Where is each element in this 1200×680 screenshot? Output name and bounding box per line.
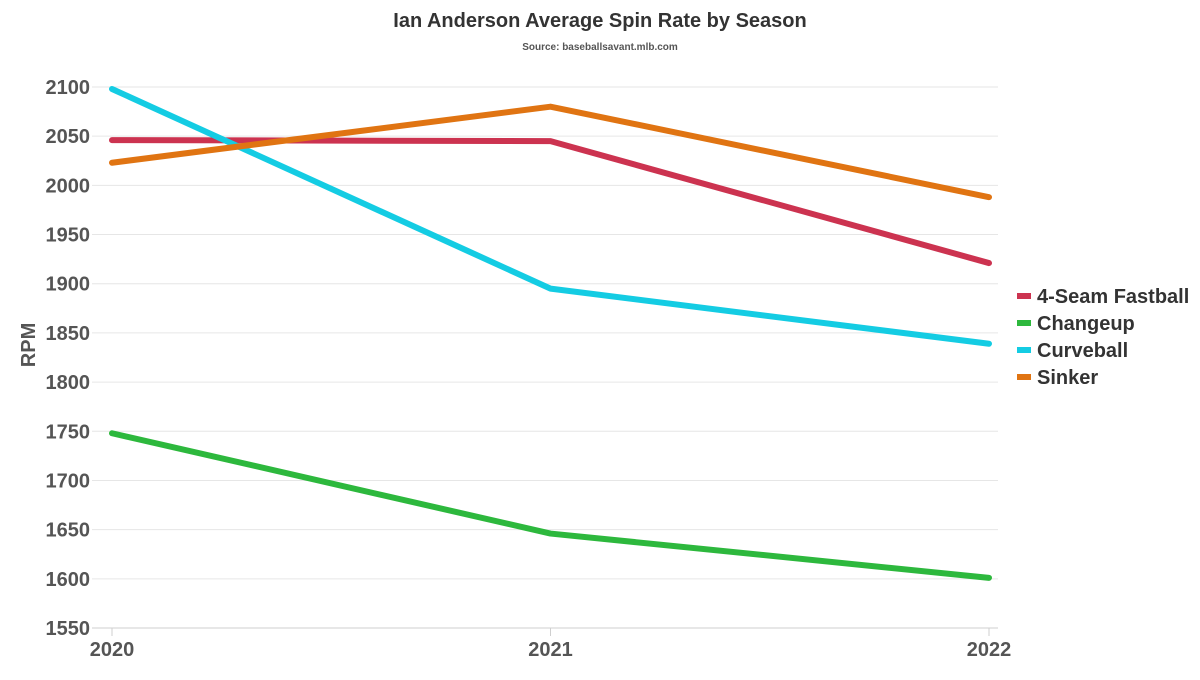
y-tick-label: 1750 bbox=[46, 421, 91, 443]
axes: 1550 1600 1650 1700 1750 1800 1850 1900 1950 2000… bbox=[46, 77, 1012, 661]
y-tick-label: 1700 bbox=[46, 470, 91, 492]
y-tick-label: 1900 bbox=[46, 274, 91, 296]
y-tick-label: 2100 bbox=[46, 77, 91, 99]
y-tick-label: 1550 bbox=[46, 618, 91, 640]
series-line-sinker bbox=[109, 103, 992, 201]
legend-label-curveball: Curveball bbox=[1037, 340, 1128, 362]
y-axis-title: RPM bbox=[18, 323, 40, 367]
legend-label-changeup: Changeup bbox=[1037, 313, 1135, 335]
series-line-4-seam-fastball bbox=[109, 137, 992, 267]
y-tick-label: 1850 bbox=[46, 323, 91, 345]
chart-title: Ian Anderson Average Spin Rate by Season bbox=[393, 10, 806, 32]
legend: 4-Seam Fastball Changeup Curveball Sinker bbox=[1017, 286, 1189, 389]
series-lines bbox=[109, 85, 992, 581]
x-tick-label: 2022 bbox=[967, 639, 1012, 661]
y-tick-label: 2050 bbox=[46, 126, 91, 148]
x-tick-label: 2021 bbox=[528, 639, 573, 661]
legend-label-4-seam-fastball: 4-Seam Fastball bbox=[1037, 286, 1189, 308]
chart-subtitle: Source: baseballsavant.mlb.com bbox=[522, 42, 678, 53]
legend-label-sinker: Sinker bbox=[1037, 367, 1098, 389]
series-line-changeup bbox=[109, 430, 992, 581]
gridlines bbox=[92, 86, 998, 629]
y-tick-label: 1950 bbox=[46, 225, 91, 247]
y-tick-label: 1600 bbox=[46, 569, 91, 591]
x-tick-label: 2020 bbox=[90, 639, 135, 661]
y-tick-label: 2000 bbox=[46, 175, 91, 197]
y-tick-label: 1800 bbox=[46, 372, 91, 394]
y-tick-label: 1650 bbox=[46, 520, 91, 542]
series-line-curveball bbox=[109, 85, 992, 347]
